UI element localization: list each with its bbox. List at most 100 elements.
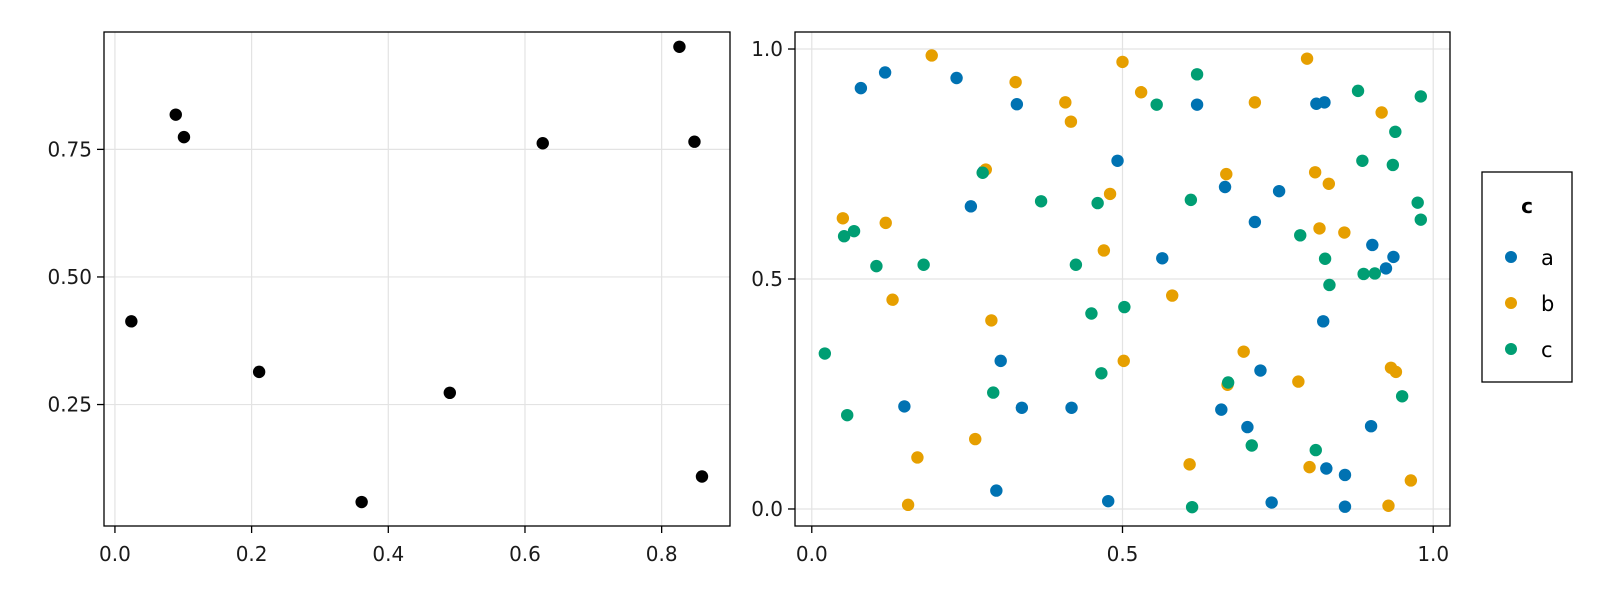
chart1-point-series-a (950, 71, 963, 85)
chart1-point-series-c (1309, 443, 1322, 457)
chart1-point-series-c (1351, 84, 1365, 98)
chart1-point-series-b (1404, 474, 1418, 487)
chart0-point-series-0 (673, 40, 686, 53)
chart1-point-series-b (1308, 166, 1322, 179)
chart0-point-series-0 (125, 315, 138, 328)
chart1-point-series-b (1064, 115, 1078, 128)
chart1-point-series-b (1116, 55, 1129, 69)
chart1-point-series-a (898, 400, 911, 413)
chart1-point-series-a (1272, 184, 1286, 198)
chart1-point-series-a (994, 354, 1007, 368)
chart1-point-series-a (1215, 403, 1228, 416)
chart1-point-series-b (1237, 345, 1250, 358)
chart1-point-series-c (1323, 278, 1336, 292)
chart0-x-tick-label: 0.8 (646, 542, 678, 566)
chart1-point-series-c (1357, 267, 1370, 281)
chart1-point-series-b (1220, 167, 1233, 181)
chart1-point-series-c (1386, 158, 1400, 172)
chart1-point-series-b (1300, 52, 1314, 65)
chart1-point-series-c (1221, 376, 1235, 389)
chart0-point-series-0 (252, 365, 266, 379)
chart0-x-tick-label: 0.2 (236, 542, 268, 566)
left-scatter-chart: 0.0 0.2 0.4 0.6 0.8 0.25 0.50 0.75 (47, 31, 731, 566)
chart1-point-series-c (1184, 193, 1198, 207)
chart1-point-series-a (1102, 494, 1115, 508)
chart1-point-series-a (854, 81, 868, 95)
chart1-point-series-a (1065, 401, 1078, 414)
chart1-point-series-c (1118, 300, 1131, 314)
chart0-y-tick-label: 0.75 (47, 137, 92, 161)
chart1-point-series-b (1134, 86, 1148, 99)
chart1-point-series-c (1034, 195, 1048, 208)
chart1-point-series-b (1382, 499, 1395, 512)
chart1-point-series-c (1389, 125, 1402, 139)
chart1-point-series-a (1387, 250, 1400, 264)
chart1-point-series-b (1248, 96, 1262, 109)
chart1-point-series-b (1375, 106, 1388, 119)
chart0-x-tick-label: 0.4 (372, 542, 404, 566)
right-scatter-chart: 0.0 0.5 1.0 0.0 0.5 1.0 (751, 31, 1451, 566)
chart1-point-series-a (1010, 98, 1024, 111)
chart1-point-series-b (879, 216, 892, 230)
chart1-point-series-a (878, 66, 892, 79)
chart1-point-series-a (1248, 215, 1262, 229)
chart1-point-series-c (1190, 68, 1204, 81)
chart1-point-series-b (1117, 354, 1130, 368)
chart1-point-series-b (1097, 244, 1111, 257)
chart1-point-series-c (1414, 213, 1427, 226)
chart1-point-series-a (1265, 496, 1278, 509)
chart1-point-series-b (985, 314, 998, 327)
chart1-x-tick-label: 1.0 (1417, 542, 1449, 566)
chart1-point-series-a (1015, 401, 1029, 414)
legend-label-c: c (1541, 338, 1553, 362)
chart1-point-series-c (870, 259, 883, 273)
chart1-point-series-b (1009, 75, 1022, 89)
chart1-point-series-b (1313, 222, 1326, 235)
chart1-point-series-a (1364, 419, 1378, 433)
chart1-point-series-a (1338, 468, 1352, 482)
legend-title: c (1521, 194, 1533, 218)
chart1-point-series-c (1414, 90, 1427, 103)
chart0-y-tick-label: 0.25 (47, 393, 92, 417)
legend-frame (1481, 171, 1573, 383)
chart0-point-series-0 (695, 470, 709, 483)
chart1-point-series-a (1320, 462, 1333, 475)
chart0-y-tick-label: 0.50 (47, 265, 92, 289)
chart1-point-series-b (1389, 365, 1403, 379)
chart1-point-series-c (976, 166, 989, 179)
legend-label-a: a (1541, 246, 1554, 270)
chart1-point-series-a (1111, 154, 1124, 167)
chart1-point-series-c (837, 230, 851, 243)
chart1-point-series-b (1059, 96, 1072, 109)
legend-marker-b (1505, 297, 1517, 309)
chart1-point-series-a (1254, 364, 1267, 377)
chart1-point-series-a (1317, 315, 1330, 328)
chart0-point-series-0 (355, 495, 368, 509)
chart1-point-series-b (1322, 177, 1336, 190)
chart1-point-series-b (901, 498, 915, 512)
chart1-point-series-b (1338, 226, 1351, 239)
chart0-point-series-0 (536, 137, 549, 150)
chart1-point-series-c (818, 347, 832, 360)
chart1-point-series-a (990, 484, 1003, 497)
chart0-point-series-0 (169, 108, 182, 121)
chart1-point-series-c (1395, 390, 1409, 403)
legend-label-b: b (1541, 292, 1554, 316)
chart1-point-series-b (1183, 458, 1196, 471)
chart1-point-series-b (969, 432, 982, 446)
chart1-point-series-b (1103, 187, 1117, 201)
chart1-point-series-c (1318, 252, 1332, 265)
chart1-x-tick-label: 0.5 (1107, 542, 1139, 566)
chart1-point-series-a (1218, 180, 1232, 194)
chart1-point-series-a (1318, 96, 1331, 109)
chart1-point-series-b (1303, 460, 1316, 474)
legend: c a b c (1481, 171, 1573, 383)
chart1-point-series-c (917, 258, 930, 271)
chart1-y-tick-label: 1.0 (751, 37, 783, 61)
chart1-point-series-c (1411, 196, 1424, 209)
chart0-point-series-0 (688, 135, 701, 148)
chart1-point-series-b (925, 49, 938, 62)
chart1-point-series-b (886, 293, 899, 306)
chart1-point-series-c (841, 408, 854, 422)
